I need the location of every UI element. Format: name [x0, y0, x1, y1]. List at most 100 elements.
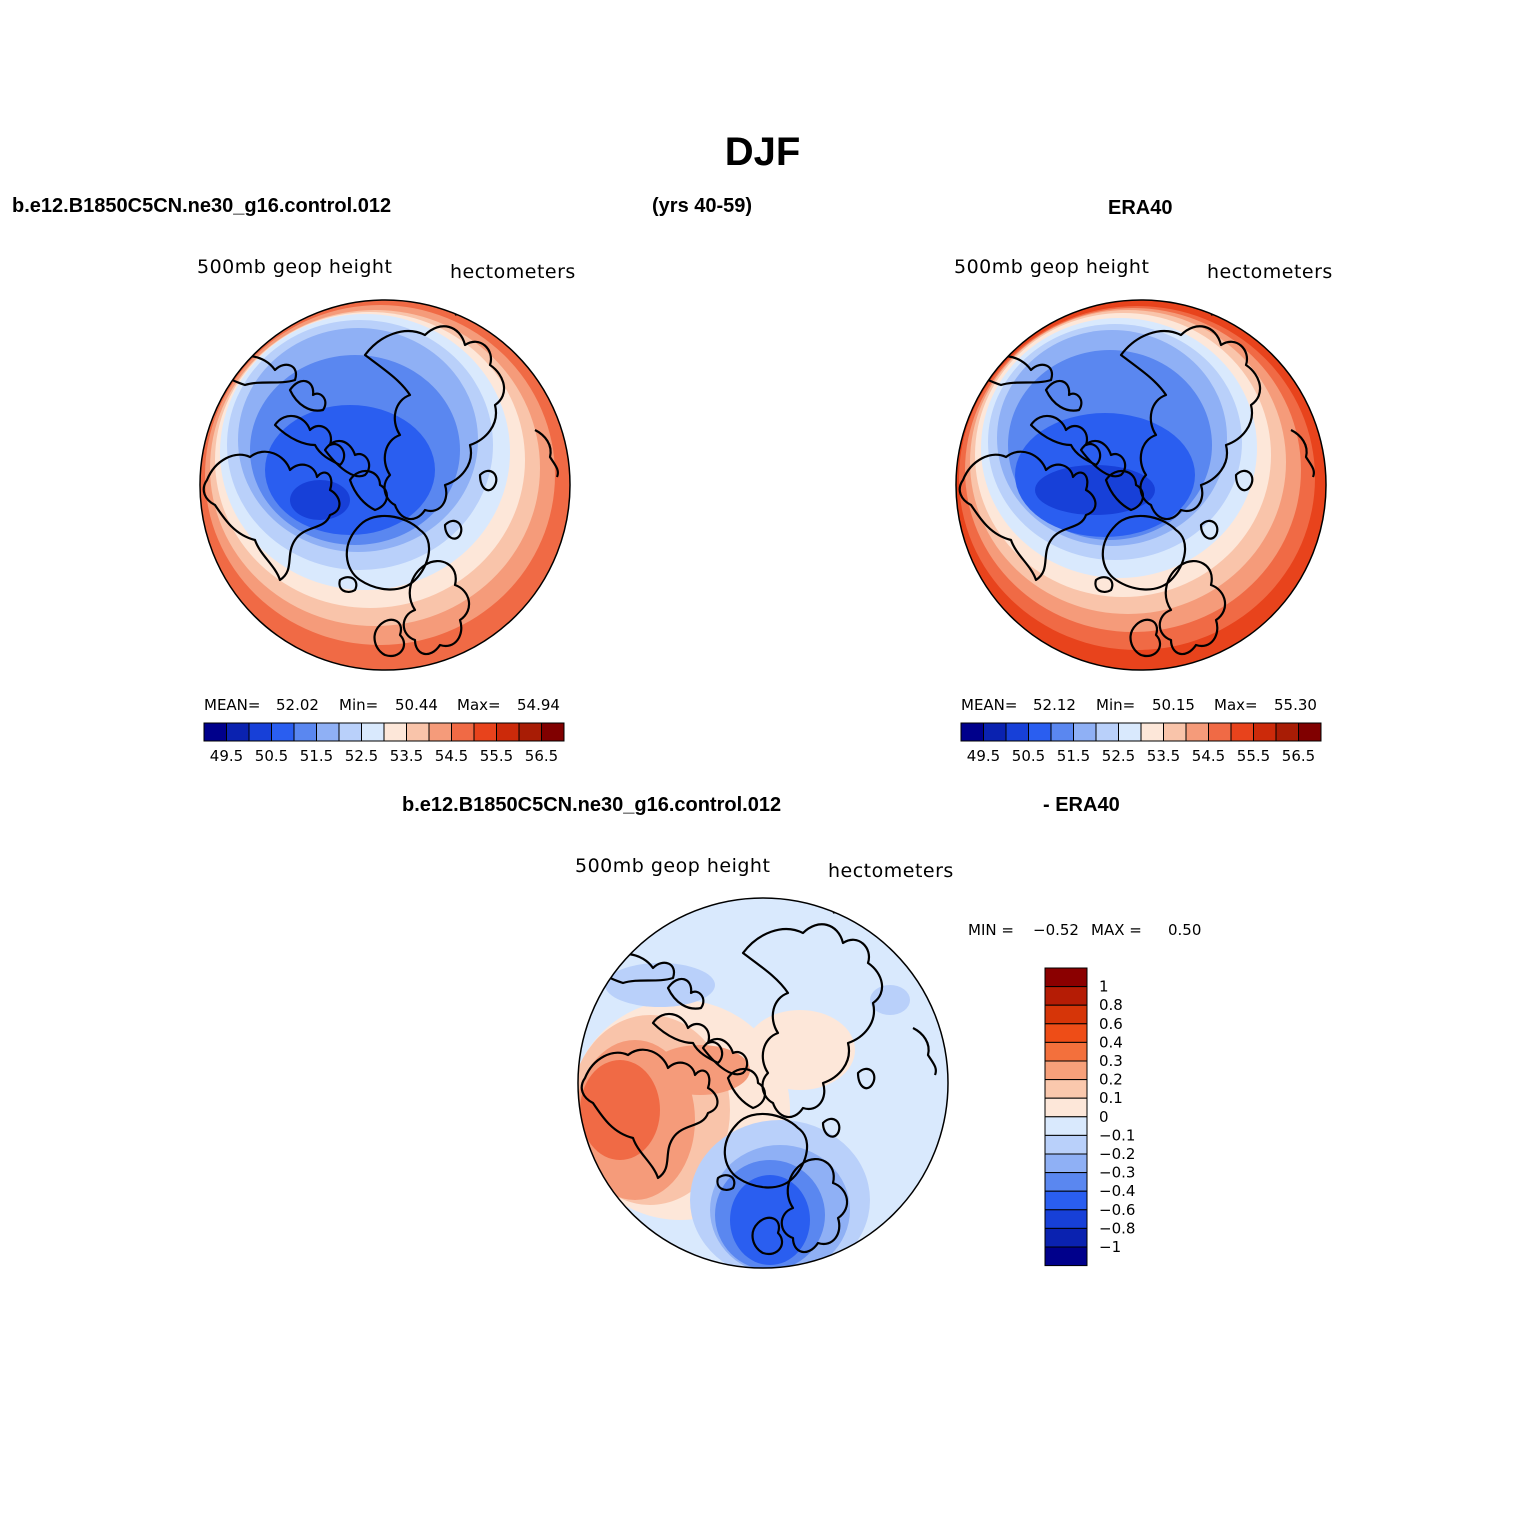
obs-colorbar-swatch	[1185, 722, 1209, 742]
obs-colorbar-swatch	[1253, 722, 1277, 742]
model-colorbar-swatch	[451, 722, 475, 742]
model-colorbar-swatch	[428, 722, 452, 742]
obs-max-value: 55.30	[1274, 696, 1317, 714]
obs-max-label: Max=	[1214, 696, 1258, 714]
obs-colorbar-tick-label: 49.5	[967, 747, 1000, 765]
diff-units-label: hectometers	[828, 860, 954, 882]
diff-min-value: −0.52	[1033, 921, 1079, 939]
obs-colorbar-swatch	[1140, 722, 1164, 742]
obs-colorbar-swatch	[1028, 722, 1052, 742]
obs-colorbar-swatch	[1275, 722, 1299, 742]
diff-colorbar-swatch	[1044, 1079, 1088, 1099]
obs-min-value: 50.15	[1152, 696, 1195, 714]
diff-colorbar-swatch	[1044, 1246, 1088, 1267]
obs-colorbar-swatch	[1073, 722, 1097, 742]
model-colorbar-swatch	[293, 722, 317, 742]
diff-colorbar-label: −0.3	[1099, 1164, 1135, 1182]
obs-colorbar-swatch	[1095, 722, 1119, 742]
obs-colorbar-swatch	[1208, 722, 1232, 742]
obs-min-label: Min=	[1096, 696, 1136, 714]
obs-colorbar-swatch	[1118, 722, 1142, 742]
obs-colorbar-swatch	[1163, 722, 1187, 742]
diff-colorbar-label: 0.6	[1099, 1015, 1123, 1033]
model-mean-value: 52.02	[276, 696, 319, 714]
diff-min-label: MIN =	[968, 921, 1014, 939]
obs-name: ERA40	[1108, 197, 1173, 219]
diff-colorbar-swatch	[1044, 1227, 1088, 1248]
figure-title: DJF	[724, 130, 801, 174]
model-colorbar-tick-label: 53.5	[390, 747, 423, 765]
diff-colorbar-swatch	[1044, 967, 1088, 988]
obs-colorbar-tick-label: 52.5	[1102, 747, 1135, 765]
model-colorbar-tick-label: 52.5	[345, 747, 378, 765]
obs-colorbar-swatch	[1005, 722, 1029, 742]
model-colorbar-swatch	[496, 722, 520, 742]
model-colorbar-swatch	[316, 722, 340, 742]
diff-colorbar-swatch	[1044, 1004, 1088, 1025]
model-colorbar-tick-label: 55.5	[480, 747, 513, 765]
diff-colorbar-label: 1	[1099, 978, 1109, 996]
obs-colorbar-swatch	[960, 722, 984, 742]
model-colorbar-tick-label: 51.5	[300, 747, 333, 765]
model-variable-label: 500mb geop height	[197, 256, 393, 278]
obs-colorbar-tick-label: 55.5	[1237, 747, 1270, 765]
diff-colorbar-swatch	[1044, 1153, 1088, 1174]
model-max-value: 54.94	[517, 696, 560, 714]
diff-colorbar-label: −0.6	[1099, 1201, 1135, 1219]
model-colorbar-swatch	[518, 722, 542, 742]
model-max-label: Max=	[457, 696, 501, 714]
diff-colorbar-label: 0.4	[1099, 1033, 1123, 1051]
diff-colorbar-label: −0.1	[1099, 1126, 1135, 1144]
obs-colorbar-tick-label: 54.5	[1192, 747, 1225, 765]
diff-colorbar-swatch	[1044, 1097, 1088, 1118]
diff-colorbar-label: −0.2	[1099, 1145, 1135, 1163]
diff-colorbar-swatch	[1044, 1041, 1088, 1062]
model-colorbar-tick-label: 50.5	[255, 747, 288, 765]
obs-colorbar-tick-label: 56.5	[1282, 747, 1315, 765]
obs-colorbar-tick-label: 53.5	[1147, 747, 1180, 765]
model-colorbar-swatch	[271, 722, 295, 742]
obs-colorbar-tick-label: 50.5	[1012, 747, 1045, 765]
diff-colorbar-swatch	[1044, 1023, 1088, 1043]
diff-colorbar-label: −1	[1099, 1238, 1121, 1256]
diff-colorbar-label: −0.8	[1099, 1219, 1135, 1237]
obs-colorbar-swatch	[1298, 722, 1322, 742]
model-colorbar-swatch	[226, 722, 250, 742]
obs-colorbar-tick-label: 51.5	[1057, 747, 1090, 765]
model-colorbar-tick-label: 49.5	[210, 747, 243, 765]
obs-colorbar-swatch	[983, 722, 1007, 742]
obs-mean-label: MEAN=	[961, 696, 1018, 714]
obs-colorbar-swatch	[1050, 722, 1074, 742]
diff-colorbar-swatch	[1044, 986, 1088, 1006]
diff-colorbar-swatch	[1044, 1116, 1088, 1136]
obs-colorbar: 49.5 50.5 51.5 52.5 53.5 54.5 55.5 56.5	[960, 722, 1322, 765]
model-colorbar-tick-label: 54.5	[435, 747, 468, 765]
model-units-label: hectometers	[450, 261, 576, 283]
diff-colorbar-swatch	[1044, 1209, 1088, 1229]
model-colorbar-swatch	[541, 722, 565, 742]
model-colorbar-swatch	[338, 722, 362, 742]
diff-colorbar-label: 0.8	[1099, 996, 1123, 1014]
model-min-label: Min=	[339, 696, 379, 714]
diff-variable-label: 500mb geop height	[575, 855, 771, 877]
model-colorbar-tick-label: 56.5	[525, 747, 558, 765]
model-colorbar: 49.5 50.5 51.5 52.5 53.5 54.5 55.5 56.5	[203, 722, 565, 765]
diff-colorbar-swatch	[1044, 1134, 1088, 1155]
obs-colorbar-swatch	[1230, 722, 1254, 742]
diff-colorbar-label: 0.3	[1099, 1052, 1123, 1070]
years-range: (yrs 40-59)	[652, 195, 753, 217]
model-case-name: b.e12.B1850C5CN.ne30_g16.control.012	[12, 195, 392, 217]
diff-obs-name: - ERA40	[1043, 794, 1120, 816]
diff-colorbar-label: 0.1	[1099, 1089, 1123, 1107]
model-mean-label: MEAN=	[204, 696, 261, 714]
diff-colorbar-swatch	[1044, 1190, 1088, 1211]
model-colorbar-swatch	[248, 722, 272, 742]
diff-colorbar-label: 0	[1099, 1108, 1109, 1126]
diff-case-name: b.e12.B1850C5CN.ne30_g16.control.012	[402, 794, 782, 816]
diff-colorbar-label: 0.2	[1099, 1071, 1123, 1089]
obs-map	[956, 300, 1326, 670]
obs-variable-label: 500mb geop height	[954, 256, 1150, 278]
diff-colorbar-swatch	[1044, 1060, 1088, 1081]
diff-map	[578, 898, 948, 1268]
